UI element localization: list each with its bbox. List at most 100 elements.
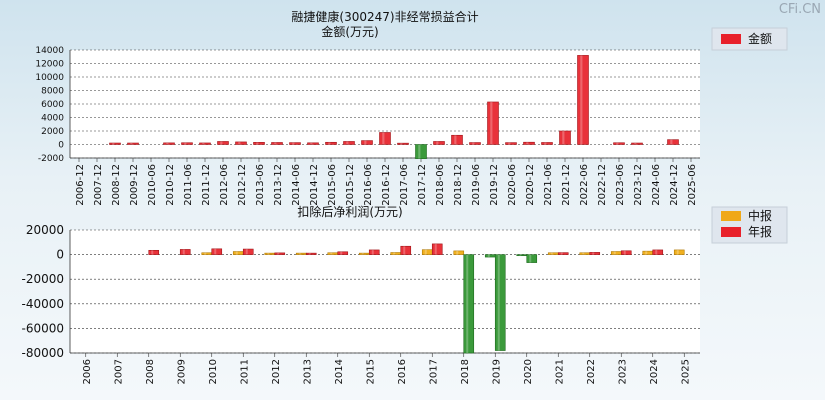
chart1-bar xyxy=(361,140,373,145)
chart2-bar-interim-shine xyxy=(487,254,490,258)
chart2-bar-annual-shine xyxy=(497,254,500,351)
chart1-bar-shine xyxy=(310,142,313,145)
chart2-x-tick-label: 2012 xyxy=(271,359,282,384)
chart2-bar-interim xyxy=(232,251,244,255)
chart2-x-tick-label: 2009 xyxy=(176,359,187,384)
chart2-bar-annual-shine xyxy=(277,252,280,255)
chart1-y-tick-label: -2000 xyxy=(38,154,64,164)
chart1-bar xyxy=(271,142,283,145)
chart2-y-tick-label: -80000 xyxy=(21,346,64,360)
chart2-x-tick-label: 2025 xyxy=(680,359,691,384)
chart1-x-tick-label: 2022-06 xyxy=(579,164,590,206)
chart1-x-tick-label: 2021-12 xyxy=(561,164,572,206)
chart1-x-tick-label: 2023-06 xyxy=(615,164,626,206)
chart1-x-tick-label: 2012-12 xyxy=(237,164,248,206)
chart1-x-tick-label: 2019-06 xyxy=(471,164,482,206)
chart1-bar-shine xyxy=(490,101,493,145)
chart2-legend-swatch-annual xyxy=(721,227,741,237)
chart1-bar-shine xyxy=(454,135,457,145)
chart1-bar-shine xyxy=(616,142,619,145)
chart2-bar-interim xyxy=(295,252,307,255)
chart2-x-tick-label: 2006 xyxy=(82,359,93,384)
chart2-plot-area xyxy=(70,230,700,353)
chart1-bar-shine xyxy=(670,139,673,145)
chart2-bar-annual xyxy=(148,249,160,255)
chart2-bar-annual-shine xyxy=(214,248,217,255)
chart1-bar-shine xyxy=(112,143,115,145)
chart1-x-tick-label: 2006-12 xyxy=(75,164,86,206)
chart1-x-tick-label: 2010-12 xyxy=(165,164,176,206)
chart2-bar-interim xyxy=(327,252,339,255)
chart2-bar-annual xyxy=(463,254,475,354)
chart1-title: 融捷健康(300247)非经常损益合计 xyxy=(291,9,478,24)
chart1-bar-shine xyxy=(526,142,529,145)
chart1-x-tick-label: 2024-06 xyxy=(651,164,662,206)
chart2-bar-interim xyxy=(610,251,622,255)
chart1-x-tick-label: 2011-12 xyxy=(201,164,212,206)
chart2-bar-interim xyxy=(516,254,528,257)
chart1-x-tick-label: 2022-12 xyxy=(597,164,608,206)
chart2-bar-interim-shine xyxy=(519,254,522,256)
chart2-legend-label-annual: 年报 xyxy=(748,224,772,239)
chart1-bar-shine xyxy=(184,142,187,145)
chart1-bar xyxy=(253,142,265,145)
chart2-bar-interim-shine xyxy=(330,252,333,255)
chart1-bar xyxy=(415,144,427,159)
chart2-bar-annual xyxy=(652,249,664,255)
chart2-bar-annual-shine xyxy=(151,250,154,255)
chart1-bar xyxy=(433,141,445,145)
chart1-x-tick-label: 2009-12 xyxy=(129,164,140,206)
chart2-x-tick-label: 2018 xyxy=(460,359,471,384)
chart2-bar-interim xyxy=(673,249,685,255)
chart1-x-tick-label: 2010-06 xyxy=(147,164,158,206)
chart2-bar-interim-shine xyxy=(298,253,301,255)
chart2-bar-annual-shine xyxy=(466,254,469,353)
chart2-bar-annual xyxy=(431,243,443,255)
chart2-bar-interim xyxy=(390,252,402,255)
chart2-x-tick-label: 2023 xyxy=(617,359,628,384)
chart1-bar xyxy=(577,55,589,145)
chart1-legend-label: 金额 xyxy=(748,31,772,46)
chart1-x-tick-label: 2021-06 xyxy=(543,164,554,206)
chart1-legend-box xyxy=(711,27,788,51)
chart1-bar xyxy=(631,142,643,145)
chart2-y-tick-label: 0 xyxy=(56,248,64,262)
chart2-bar-annual-shine xyxy=(245,249,248,255)
chart2-x-tick-label: 2020 xyxy=(523,359,534,384)
chart2-bar-annual xyxy=(368,249,380,255)
chart1-bar-shine xyxy=(382,132,385,145)
chart2-bar-annual xyxy=(305,252,317,255)
chart2-bar-annual-shine xyxy=(592,252,595,255)
chart2-bar-annual-shine xyxy=(655,249,658,255)
chart1-x-tick-label: 2012-06 xyxy=(219,164,230,206)
chart1-bar xyxy=(667,139,679,145)
chart2-bar-annual-shine xyxy=(371,249,374,255)
chart1-bar xyxy=(559,130,571,145)
chart1-bar xyxy=(451,134,463,145)
watermark: CFi.CN xyxy=(778,2,821,17)
chart2-y-tick-label: -40000 xyxy=(21,297,64,311)
chart1-y-tick-label: 8000 xyxy=(41,87,64,97)
chart2-bar-annual xyxy=(526,254,538,263)
chart2-x-tick-label: 2016 xyxy=(397,359,408,384)
chart2-bar-interim xyxy=(421,249,433,255)
chart1-bar xyxy=(523,141,535,145)
chart1-bar-shine xyxy=(130,143,133,145)
chart1-bar-shine xyxy=(364,140,367,145)
chart1-x-tick-label: 2013-06 xyxy=(255,164,266,206)
chart1-x-tick-label: 2008-12 xyxy=(111,164,122,206)
chart1-bar xyxy=(343,141,355,145)
chart2-bar-interim xyxy=(642,250,654,255)
chart1-bar xyxy=(307,142,319,145)
chart2-bar-interim xyxy=(201,252,213,255)
chart2-bar-annual-shine xyxy=(403,246,406,255)
chart1-bar-shine xyxy=(256,142,259,145)
chart1-bar-shine xyxy=(328,142,331,145)
chart1-x-tick-label: 2007-12 xyxy=(93,164,104,206)
chart1-bar xyxy=(235,141,247,145)
chart1-bar-shine xyxy=(580,55,583,145)
chart1-bar-shine xyxy=(544,142,547,145)
chart1-x-tick-label: 2014-06 xyxy=(291,164,302,206)
